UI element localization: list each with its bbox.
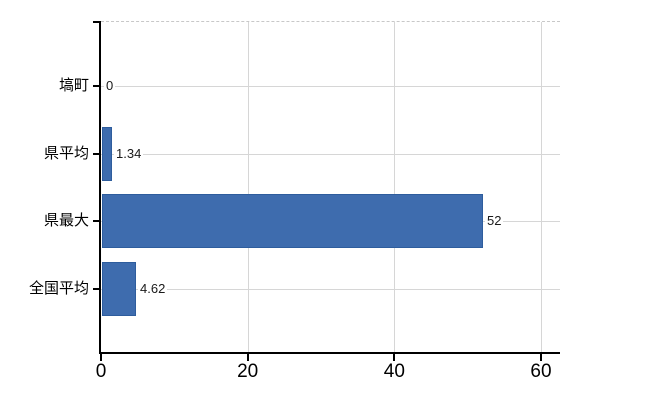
- x-tick-label: 60: [530, 361, 552, 382]
- x-tick: [100, 354, 102, 361]
- bar: [102, 261, 136, 316]
- bar-value-label: 0: [104, 77, 116, 94]
- x-tick-label: 0: [95, 361, 107, 382]
- category-tick: [93, 287, 101, 290]
- gridline-horizontal: [101, 288, 560, 290]
- x-tick-label: 20: [237, 361, 259, 382]
- category-tick: [93, 152, 101, 155]
- gridline-vertical: [394, 22, 396, 353]
- gridline-horizontal: [101, 86, 560, 87]
- category-label: 全国平均: [28, 279, 89, 297]
- x-tick-label: 40: [383, 361, 405, 382]
- category-label: 県平均: [43, 144, 89, 162]
- bar-value-label: 4.62: [138, 279, 168, 297]
- gridline-vertical: [541, 22, 542, 353]
- x-tick: [540, 354, 542, 361]
- bar: [102, 194, 483, 248]
- category-label: 県最大: [43, 212, 89, 229]
- category-tick: [93, 220, 101, 222]
- x-axis: [99, 352, 560, 354]
- category-tick: [93, 85, 101, 87]
- y-axis: [99, 22, 101, 353]
- gridline-vertical: [247, 22, 249, 353]
- gridline-horizontal: [101, 153, 560, 155]
- bar: [102, 126, 112, 181]
- bar-value-label: 52: [485, 212, 504, 229]
- bar-value-label: 1.34: [114, 144, 144, 162]
- y-axis-top-tick: [93, 21, 101, 23]
- plot-area: [101, 21, 560, 354]
- category-label: 塙町: [58, 77, 89, 94]
- x-tick: [393, 354, 396, 361]
- x-tick: [246, 354, 249, 361]
